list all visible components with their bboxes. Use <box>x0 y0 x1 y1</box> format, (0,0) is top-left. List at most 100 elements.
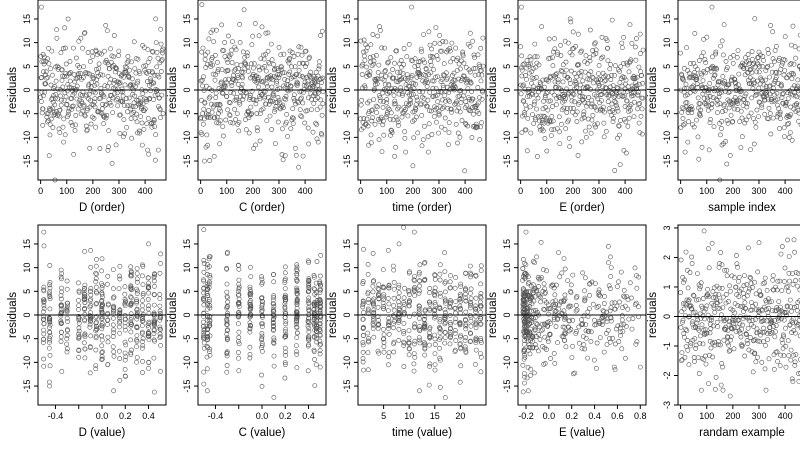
data-point <box>249 42 255 48</box>
data-point <box>563 59 569 65</box>
data-point <box>260 106 266 112</box>
data-point <box>441 61 447 67</box>
data-point <box>621 293 626 299</box>
data-point <box>553 72 559 77</box>
data-point <box>679 309 685 315</box>
data-point <box>145 116 151 121</box>
data-point <box>88 296 94 302</box>
data-point <box>521 347 527 353</box>
data-point <box>304 108 310 114</box>
data-point <box>795 88 800 94</box>
data-point <box>50 72 55 78</box>
data-point <box>431 78 437 84</box>
data-point <box>738 286 744 292</box>
data-point <box>467 302 473 308</box>
data-point <box>47 132 53 138</box>
data-point <box>727 347 733 353</box>
data-point <box>386 350 392 355</box>
data-point <box>200 45 206 51</box>
data-point <box>224 363 230 368</box>
x-tick-label: 200 <box>405 186 420 196</box>
data-point <box>542 286 548 292</box>
data-point <box>360 316 366 322</box>
data-point <box>437 305 443 311</box>
data-point <box>541 281 547 287</box>
data-point <box>254 111 260 116</box>
data-point <box>766 356 772 362</box>
data-point <box>259 333 265 339</box>
data-point <box>145 47 151 53</box>
data-point <box>716 285 722 291</box>
data-point <box>283 97 289 102</box>
data-point <box>633 300 639 306</box>
data-point <box>523 262 529 268</box>
data-point <box>388 132 393 138</box>
data-point <box>690 83 696 89</box>
data-point <box>682 86 687 92</box>
data-point <box>99 321 105 326</box>
data-point <box>767 83 773 89</box>
data-point <box>536 293 542 299</box>
data-point <box>398 88 404 93</box>
data-point <box>744 101 750 106</box>
data-point <box>271 337 277 343</box>
data-point <box>202 57 208 62</box>
data-point <box>567 81 573 86</box>
data-point <box>607 84 613 90</box>
data-point <box>696 371 702 376</box>
data-point <box>87 370 93 376</box>
data-point <box>777 111 783 117</box>
data-point <box>477 63 483 69</box>
data-point <box>770 273 776 278</box>
y-tick-label: -10 <box>502 131 512 144</box>
data-point <box>311 73 316 79</box>
data-point <box>546 311 551 317</box>
data-point <box>304 61 310 66</box>
y-tick-label: -5 <box>502 110 512 118</box>
data-point <box>473 338 479 343</box>
data-point <box>615 135 620 141</box>
data-point <box>433 119 439 125</box>
data-point <box>396 317 402 323</box>
data-point <box>747 335 753 340</box>
data-point <box>385 247 391 253</box>
data-point <box>250 33 256 39</box>
data-point <box>686 298 691 304</box>
data-point <box>320 75 325 81</box>
data-point <box>257 111 263 116</box>
data-point <box>122 324 128 329</box>
data-point <box>283 119 289 125</box>
data-point <box>282 153 288 158</box>
data-point <box>602 73 608 79</box>
data-point <box>733 81 738 87</box>
data-point <box>401 340 407 346</box>
data-point <box>224 337 230 343</box>
data-point <box>554 102 559 108</box>
data-point <box>463 286 468 292</box>
data-point <box>687 270 693 275</box>
data-point <box>439 124 444 130</box>
data-point <box>58 339 64 344</box>
data-point <box>296 164 301 170</box>
data-point <box>416 271 422 277</box>
data-point <box>450 56 456 61</box>
data-point <box>596 82 602 88</box>
data-point <box>226 54 232 60</box>
y-tick-label: 5 <box>342 289 352 294</box>
data-point <box>151 274 157 280</box>
data-point <box>756 307 762 313</box>
data-point <box>634 339 640 345</box>
data-point <box>39 4 44 10</box>
data-point <box>151 302 157 308</box>
data-point <box>534 106 539 112</box>
data-point <box>276 75 282 80</box>
data-point <box>634 74 640 80</box>
data-point <box>750 369 756 375</box>
data-point <box>442 126 448 132</box>
x-tick-label: 200 <box>85 186 100 196</box>
data-point <box>396 326 402 332</box>
data-point <box>243 127 249 133</box>
data-point <box>99 333 104 339</box>
data-point <box>371 315 376 321</box>
data-point <box>282 315 288 321</box>
